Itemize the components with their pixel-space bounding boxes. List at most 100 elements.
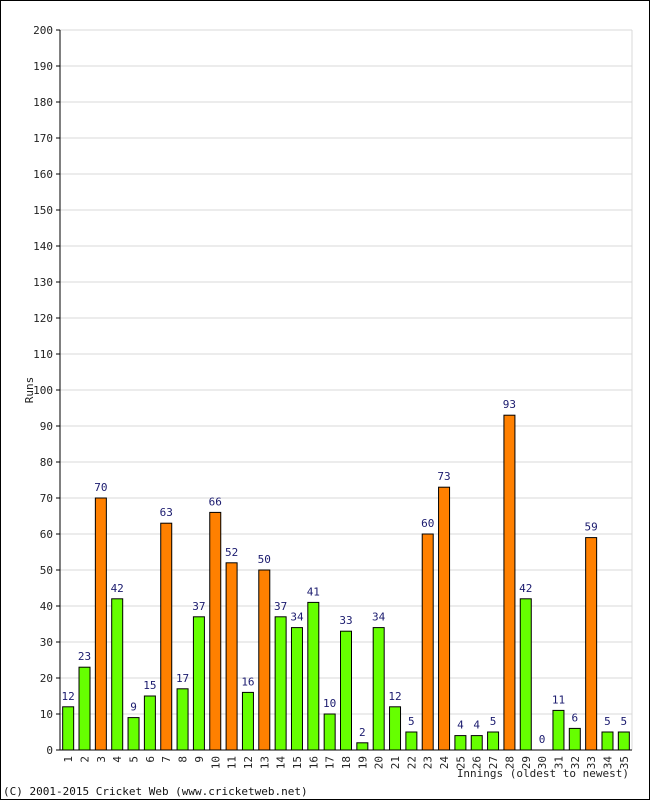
x-tick-label: 25 xyxy=(454,756,467,769)
y-tick-label: 30 xyxy=(40,636,53,649)
x-tick-label: 33 xyxy=(585,756,598,769)
bar xyxy=(62,706,75,751)
y-tick-labels: 0 10 20 30 40 50 60 70 80 90 100 110 120 130 140 150 160… xyxy=(33,24,60,757)
bar-value-label: 37 xyxy=(192,600,205,613)
x-tick-label: 23 xyxy=(422,756,435,769)
bar xyxy=(323,713,336,751)
x-tick-label: 20 xyxy=(373,756,386,769)
bar xyxy=(421,533,434,751)
grid-lines xyxy=(60,29,633,750)
y-tick-label: 50 xyxy=(40,564,53,577)
bar xyxy=(454,735,467,751)
bar xyxy=(274,616,287,751)
bar xyxy=(356,742,369,751)
bar-value-label: 60 xyxy=(421,517,434,530)
x-tick-label: 34 xyxy=(601,756,614,770)
x-tick-label: 4 xyxy=(111,756,124,763)
x-tick-labels: 1 2 3 4 5 6 7 8 9 10 11 12 13 14 15 16 17 18 19 20 21 22 23 24 2… xyxy=(62,756,631,770)
x-tick-label: 22 xyxy=(405,756,418,769)
bar-value-label: 33 xyxy=(339,614,352,627)
bar-value-label: 4 xyxy=(457,719,464,732)
bar-value-label: 66 xyxy=(209,495,222,508)
bar xyxy=(78,666,91,751)
x-tick-label: 11 xyxy=(226,756,239,769)
bar-value-label: 9 xyxy=(130,701,137,714)
bar xyxy=(192,616,205,751)
bar xyxy=(438,486,451,751)
bar xyxy=(160,522,173,751)
bar-value-label: 63 xyxy=(160,506,173,519)
x-tick-label: 17 xyxy=(324,756,337,769)
y-tick-label: 20 xyxy=(40,672,53,685)
x-tick-label: 35 xyxy=(618,756,631,769)
x-tick-label: 13 xyxy=(258,756,271,769)
bar-value-label: 23 xyxy=(78,650,91,663)
bar xyxy=(209,511,222,751)
x-tick-label: 24 xyxy=(438,756,451,770)
y-tick-label: 170 xyxy=(33,132,53,145)
bar xyxy=(372,627,385,751)
bar-value-labels: 1223704291563173766521650373441103323412… xyxy=(62,398,628,746)
bar-value-label: 42 xyxy=(111,582,124,595)
x-tick-label: 29 xyxy=(520,756,533,769)
bar-value-label: 37 xyxy=(274,600,287,613)
bar-value-label: 5 xyxy=(621,715,628,728)
bar xyxy=(487,731,500,751)
x-tick-label: 19 xyxy=(356,756,369,769)
bar xyxy=(405,731,418,751)
bar-value-label: 2 xyxy=(359,726,366,739)
bar xyxy=(340,630,352,751)
y-tick-label: 40 xyxy=(40,600,53,613)
bar-value-label: 34 xyxy=(290,611,304,624)
bar-value-label: 41 xyxy=(307,585,320,598)
bar-value-label: 16 xyxy=(241,675,254,688)
bar xyxy=(585,537,598,751)
x-tick-label: 9 xyxy=(193,756,206,763)
x-tick-label: 16 xyxy=(307,756,320,769)
bar-value-label: 10 xyxy=(323,697,336,710)
bar-value-label: 93 xyxy=(503,398,516,411)
x-tick-label: 32 xyxy=(569,756,582,769)
bar-value-label: 50 xyxy=(258,553,271,566)
y-tick-label: 10 xyxy=(40,708,53,721)
bar-value-label: 42 xyxy=(519,582,532,595)
x-tick-label: 8 xyxy=(177,756,190,763)
bar xyxy=(176,688,189,751)
bar-value-label: 5 xyxy=(490,715,497,728)
y-tick-label: 130 xyxy=(33,276,53,289)
x-tick-label: 12 xyxy=(242,756,255,769)
bar xyxy=(258,569,271,751)
x-axis-title: Innings (oldest to newest) xyxy=(457,767,629,780)
bar-value-label: 70 xyxy=(94,481,107,494)
bar-value-label: 4 xyxy=(473,719,480,732)
bar xyxy=(552,709,565,751)
x-tick-label: 28 xyxy=(503,756,516,769)
bar-value-label: 59 xyxy=(585,521,598,534)
bar-value-label: 52 xyxy=(225,546,238,559)
bar xyxy=(568,727,581,751)
y-tick-label: 190 xyxy=(33,60,53,73)
y-tick-label: 150 xyxy=(33,204,53,217)
copyright-footer: (C) 2001-2015 Cricket Web (www.cricketwe… xyxy=(3,785,308,798)
x-tick-label: 21 xyxy=(389,756,402,769)
x-tick-label: 6 xyxy=(144,756,157,763)
bar-value-label: 17 xyxy=(176,672,189,685)
bar xyxy=(470,735,483,751)
x-tick-label: 2 xyxy=(79,756,92,763)
bar xyxy=(225,562,238,751)
bar xyxy=(94,497,107,751)
bar-value-label: 5 xyxy=(604,715,611,728)
x-tick-label: 1 xyxy=(62,756,75,763)
x-tick-label: 18 xyxy=(340,756,353,769)
bar xyxy=(601,731,614,751)
bar-value-label: 73 xyxy=(437,470,450,483)
bar xyxy=(241,691,254,751)
bar xyxy=(307,601,320,751)
bar xyxy=(143,695,156,751)
bar xyxy=(503,414,516,751)
y-tick-label: 100 xyxy=(33,384,53,397)
x-tick-label: 30 xyxy=(536,756,549,769)
y-tick-label: 200 xyxy=(33,24,53,37)
x-tick-label: 7 xyxy=(160,756,173,763)
